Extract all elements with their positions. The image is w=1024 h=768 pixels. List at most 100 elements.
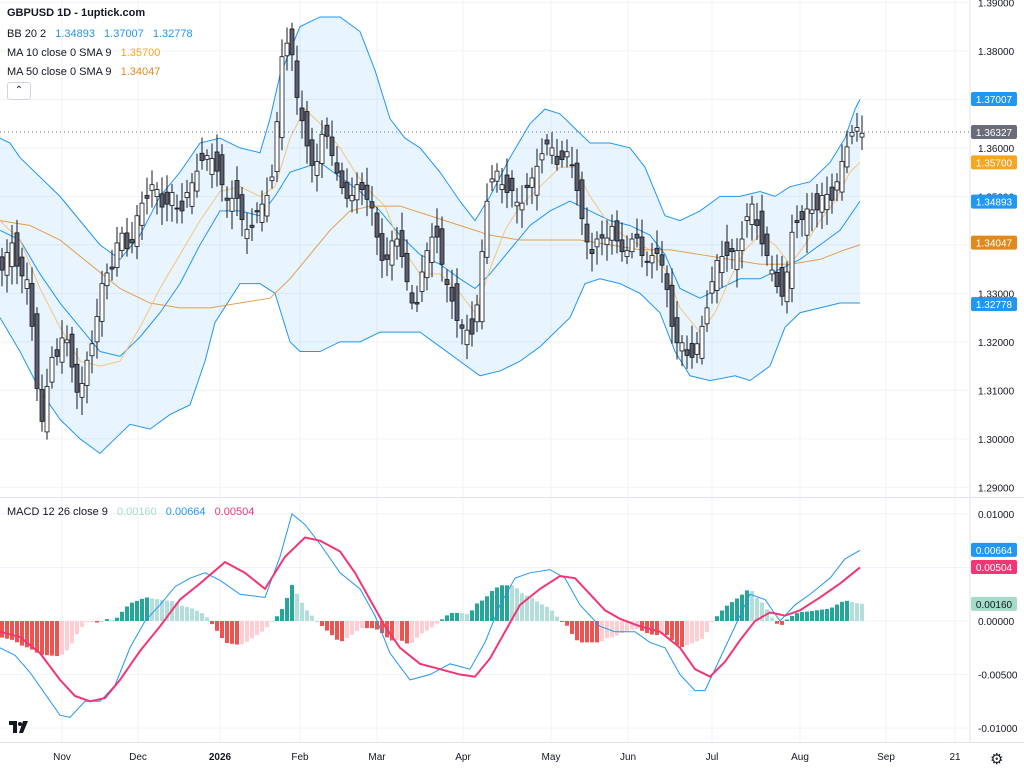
macd-tick-label: -0.00500 xyxy=(978,671,1018,682)
candle-body xyxy=(89,343,95,357)
candle xyxy=(514,188,520,224)
macd-histogram-bar xyxy=(695,621,699,642)
candle-body xyxy=(569,164,575,167)
candle-body xyxy=(284,42,290,57)
candle xyxy=(489,164,495,192)
candle-body xyxy=(589,248,595,254)
candle xyxy=(399,212,405,268)
legend-bb[interactable]: BB 20 2 1.34893 1.37007 1.32778 xyxy=(7,27,199,41)
candle xyxy=(84,351,90,404)
candle-body xyxy=(514,201,520,207)
candle xyxy=(849,125,855,145)
macd-histogram-bar xyxy=(810,611,814,621)
candle xyxy=(494,163,500,193)
candle-body xyxy=(59,337,65,363)
candle xyxy=(74,347,80,410)
candle xyxy=(59,320,65,374)
ma10-line xyxy=(0,108,861,367)
candle xyxy=(319,120,325,179)
macd-histogram-bar xyxy=(685,621,689,646)
macd-histogram-bar xyxy=(140,598,144,621)
candle-body xyxy=(449,286,455,302)
candle xyxy=(794,205,800,239)
macd-histogram-bar xyxy=(680,621,684,648)
macd-histogram-bar xyxy=(255,621,259,635)
chart-title: GBPUSD 1D - 1uptick.com xyxy=(7,7,146,19)
candle xyxy=(49,346,55,389)
legend-macd-label: MACD 12 26 close 9 xyxy=(7,506,108,518)
candle-body xyxy=(804,208,810,236)
candle-body xyxy=(304,111,310,147)
candle-body xyxy=(424,250,430,279)
legend-ma50[interactable]: MA 50 close 0 SMA 9 1.34047 xyxy=(7,65,166,79)
candle-body xyxy=(729,248,735,253)
candle-body xyxy=(144,195,150,199)
tradingview-logo-icon[interactable] xyxy=(8,719,30,735)
candle xyxy=(664,265,670,308)
candle xyxy=(324,117,330,149)
price-label: 1.36327 xyxy=(976,128,1013,139)
macd-histogram-bar xyxy=(715,616,719,621)
legend-collapse-button[interactable]: ⌃ xyxy=(7,82,31,100)
macd-histogram-bar xyxy=(5,621,9,639)
legend-macd[interactable]: MACD 12 26 close 9 0.00160 0.00664 0.005… xyxy=(7,505,260,519)
macd-histogram-bar xyxy=(860,603,864,621)
candle-body xyxy=(644,260,650,263)
candle-body xyxy=(614,220,620,242)
gear-icon[interactable]: ⚙ xyxy=(990,751,1004,768)
macd-histogram-bar xyxy=(315,621,319,622)
price-label: 1.32778 xyxy=(976,300,1013,311)
macd-histogram-bar xyxy=(535,601,539,621)
macd-histogram-bar xyxy=(365,621,369,629)
candle xyxy=(594,231,600,265)
candle-body xyxy=(809,209,815,214)
macd-signal-line xyxy=(0,536,861,703)
price-label-bg xyxy=(971,194,1017,209)
candle xyxy=(679,335,685,367)
price-tick-label: 1.33000 xyxy=(978,289,1015,300)
macd-histogram-bar xyxy=(210,621,214,625)
time-tick-label: Sep xyxy=(877,752,895,763)
candle xyxy=(39,374,45,432)
time-axis[interactable]: Nov Dec 2026 Feb Mar Apr May Jun Jul Aug Sep 21 xyxy=(53,752,961,763)
candle-body xyxy=(389,240,395,266)
candle xyxy=(169,183,175,222)
candle-body xyxy=(609,226,615,241)
candle-body xyxy=(119,232,125,252)
candle xyxy=(229,180,235,230)
candle xyxy=(824,176,830,225)
candle-body xyxy=(634,233,640,239)
macd-histogram-bar xyxy=(825,609,829,621)
candle-body xyxy=(154,189,160,198)
legend-ma10[interactable]: MA 10 close 0 SMA 9 1.35700 xyxy=(7,46,166,60)
candle xyxy=(79,366,85,415)
macd-histogram-bar xyxy=(510,585,514,621)
candle-body xyxy=(659,254,665,266)
candle-body xyxy=(779,267,785,297)
candle-body xyxy=(229,197,235,212)
candle-body xyxy=(274,121,280,172)
macd-histogram-bar xyxy=(325,621,329,631)
macd-histogram-bar xyxy=(515,588,519,621)
candle xyxy=(639,219,645,268)
candle-body xyxy=(859,132,865,138)
candle-body xyxy=(794,220,800,223)
candle xyxy=(124,217,130,257)
macd-histogram-bar xyxy=(260,621,264,632)
candle xyxy=(44,368,50,440)
candle-body xyxy=(414,302,420,305)
macd-histogram-bar xyxy=(135,600,139,621)
candle-body xyxy=(439,228,445,265)
candle-body xyxy=(524,184,530,189)
candle-body xyxy=(4,252,10,276)
price-axis[interactable]: 1.390001.380001.370001.360001.350001.340… xyxy=(971,0,1018,735)
candle xyxy=(654,230,660,271)
candle-body xyxy=(549,147,555,156)
candle xyxy=(224,186,230,218)
time-tick-label: Nov xyxy=(53,752,71,763)
macd-histogram-bar xyxy=(560,621,564,622)
candle-body xyxy=(734,250,740,271)
candle-body xyxy=(579,179,585,220)
candle xyxy=(284,27,290,71)
